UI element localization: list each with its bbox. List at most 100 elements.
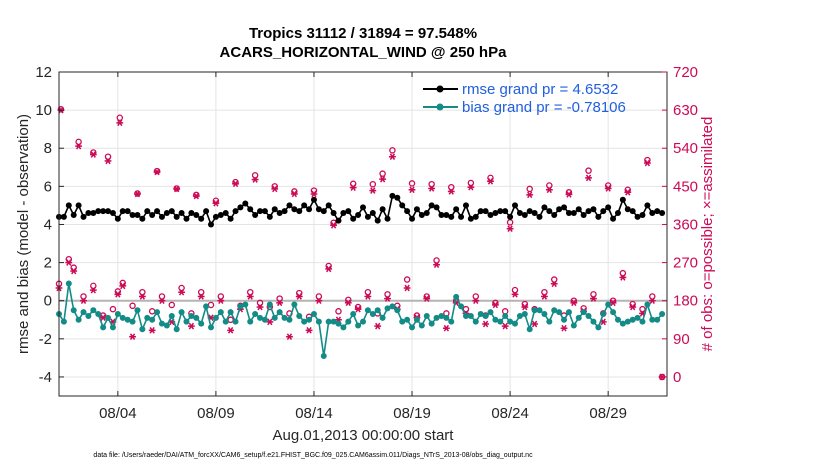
right-y-tick-label: 450 (673, 178, 698, 195)
obs-assimilated-marker (197, 293, 205, 300)
obs-possible-marker (389, 147, 396, 154)
obs-assimilated-marker (521, 303, 529, 311)
obs-assimilated-marker (310, 190, 318, 198)
left-y-tick-label: -4 (39, 369, 52, 386)
bias-point (423, 312, 430, 319)
bias-point (379, 314, 386, 321)
bias-point (374, 307, 381, 314)
obs-assimilated-marker (290, 190, 298, 198)
bias-point (536, 307, 543, 314)
rmse-point (203, 208, 210, 215)
bias-point (65, 280, 72, 287)
rmse-point (296, 208, 303, 215)
bias-point (428, 320, 435, 327)
rmse-point (531, 210, 538, 217)
rmse-point (364, 213, 371, 220)
bias-point (610, 309, 617, 316)
bias-point (340, 324, 347, 331)
bias-point (605, 301, 612, 308)
bias-point (639, 318, 646, 325)
rmse-point (497, 208, 504, 215)
bias-point (134, 307, 141, 314)
obs-assimilated-marker (246, 293, 254, 300)
bias-point (477, 311, 484, 318)
bias-point (105, 314, 112, 321)
obs-assimilated-marker (374, 322, 382, 330)
bias-point (330, 318, 337, 325)
rmse-series (56, 192, 666, 228)
bias-point (90, 307, 97, 314)
obs-assimilated-marker (560, 324, 568, 332)
rmse-point (502, 208, 509, 215)
left-y-tick-label: 8 (44, 140, 52, 157)
rmse-point (345, 208, 352, 215)
bias-point (149, 316, 156, 323)
obs-possible-marker (369, 180, 377, 188)
right-y-tick-label: 540 (673, 140, 698, 157)
rmse-point (105, 208, 112, 215)
rmse-point (124, 208, 131, 215)
rmse-point (134, 211, 141, 218)
obs-possible-marker (467, 179, 475, 187)
bias-point (163, 322, 170, 329)
obs-possible-marker (116, 114, 124, 121)
rmse-point (173, 213, 180, 220)
obs-possible-marker (384, 291, 391, 298)
rmse-point (536, 213, 543, 220)
rmse-point (659, 210, 666, 217)
rmse-point (580, 211, 587, 218)
bias-point (659, 311, 666, 318)
bias-point (409, 324, 416, 331)
rmse-point (453, 206, 460, 213)
x-tick-label: 08/14 (295, 405, 333, 422)
rmse-point (526, 208, 533, 215)
rmse-point (389, 192, 396, 199)
bias-point (384, 305, 391, 312)
obs-possible-marker (550, 276, 558, 283)
rmse-point (340, 210, 347, 217)
rmse-point (629, 208, 636, 215)
obs-assimilated-marker (89, 286, 97, 294)
obs-assimilated-marker (433, 261, 440, 269)
bias-point (139, 326, 146, 333)
rmse-point (634, 213, 641, 220)
bias-point (345, 318, 352, 325)
rmse-point (281, 208, 288, 215)
rmse-point (139, 215, 146, 222)
obs-assimilated-marker (116, 119, 124, 127)
rmse-point (492, 210, 499, 217)
rmse-point (433, 204, 440, 211)
obs-possible-marker (207, 301, 215, 309)
obs-assimilated-marker (119, 282, 127, 290)
bias-point (364, 307, 371, 314)
bias-point (512, 320, 518, 327)
x-tick-label: 08/29 (589, 405, 627, 422)
obs-possible-marker (104, 153, 112, 160)
bias-point (301, 318, 308, 325)
obs-assimilated-marker (531, 320, 539, 328)
rmse-point (325, 202, 332, 209)
rmse-point (335, 217, 342, 224)
rmse-point (330, 210, 337, 217)
obs-assimilated-marker (138, 293, 146, 300)
rmse-point (404, 208, 411, 215)
right-y-tick-label: 360 (673, 216, 698, 233)
x-tick-label: 08/24 (491, 405, 529, 422)
obs-assimilated-marker (187, 322, 195, 330)
rmse-point (428, 202, 435, 209)
rmse-point (65, 202, 72, 209)
obs-possible-marker (585, 167, 592, 174)
rmse-point (247, 206, 254, 213)
bias-point (158, 320, 165, 327)
rmse-point (624, 206, 631, 213)
obs-assimilated-marker (134, 190, 141, 198)
obs-assimilated-marker (648, 297, 656, 305)
obs-assimilated-marker (227, 327, 235, 334)
rmse-point (60, 213, 67, 220)
bias-point (60, 318, 67, 325)
x-tick-label: 08/04 (99, 405, 137, 422)
bias-point (325, 318, 332, 325)
obs-possible-marker (193, 191, 200, 199)
bias-point (492, 316, 499, 323)
obs-possible-marker (408, 180, 416, 187)
